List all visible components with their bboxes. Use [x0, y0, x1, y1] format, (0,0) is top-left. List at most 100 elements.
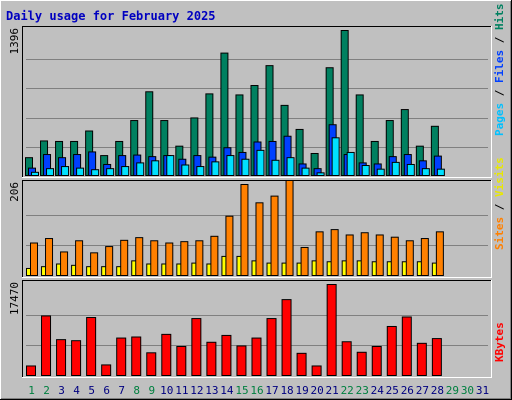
bar-kbytes [221, 334, 232, 376]
bar-kbytes [56, 339, 67, 377]
bar-sites [135, 237, 144, 276]
bar-pages [136, 162, 145, 176]
bar-kbytes [356, 351, 367, 376]
bar-pages [316, 172, 325, 176]
day-label: 12 [190, 384, 203, 397]
bar-kbytes [26, 365, 36, 376]
bar-pages [166, 155, 175, 177]
bar-pages [181, 164, 190, 176]
bar-sites [225, 215, 234, 277]
bar-sites [75, 240, 84, 277]
chart-title: Daily usage for February 2025 [6, 9, 216, 23]
bar-sites [30, 242, 38, 276]
top-panel-max-label: 1396 [8, 28, 21, 55]
day-label: 28 [431, 384, 444, 397]
day-label: 29 [446, 384, 459, 397]
day-label: 23 [356, 384, 369, 397]
day-label: 20 [311, 384, 324, 397]
day-label: 14 [220, 384, 234, 397]
bar-pages [121, 166, 130, 176]
bar-pages [151, 160, 160, 176]
bar-sites [285, 179, 294, 276]
bottom-panel-max-label: 17470 [8, 282, 21, 315]
day-label: 13 [205, 384, 218, 397]
legend-visits: Visits [493, 157, 506, 197]
day-label: 3 [58, 384, 65, 397]
bar-pages [346, 151, 355, 176]
bar-sites [330, 229, 339, 276]
day-label: 4 [73, 384, 80, 397]
bar-sites [165, 242, 174, 276]
bar-kbytes [71, 340, 82, 376]
legend-files: Files [493, 50, 506, 83]
bar-sites [360, 232, 369, 277]
bar-sites [195, 240, 204, 277]
bar-pages [391, 161, 400, 176]
bar-kbytes [131, 336, 142, 377]
legend-sites: Sites [493, 217, 506, 250]
bar-kbytes [431, 338, 442, 376]
bar-pages [271, 159, 280, 176]
bar-sites [255, 202, 264, 277]
x-axis-day-labels: 1 2 3 4 5 6 7 8 9 10 11 12 13 14 15 16 17 18 19 20 21 22 23 24 2… [28, 384, 489, 397]
bar-pages [106, 168, 115, 176]
bar-kbytes [371, 345, 382, 376]
bar-sites [405, 240, 414, 277]
bar-pages [421, 168, 430, 176]
day-label: 18 [280, 384, 293, 397]
day-label: 7 [118, 384, 125, 397]
day-label: 26 [401, 384, 414, 397]
legend-separator: / [493, 30, 506, 50]
bar-kbytes [161, 333, 172, 376]
bar-pages [31, 171, 39, 177]
day-label: 27 [416, 384, 429, 397]
bar-sites [90, 252, 99, 276]
bar-sites [45, 238, 54, 276]
bar-kbytes [191, 318, 202, 376]
bar-kbytes [341, 341, 352, 377]
bar-kbytes [326, 284, 337, 376]
legend-separator: / [493, 197, 506, 217]
day-label: 25 [386, 384, 399, 397]
bar-sites [120, 239, 129, 276]
day-label: 22 [341, 384, 354, 397]
bar-sites [315, 231, 324, 277]
bar-pages [61, 166, 70, 176]
day-label: 5 [88, 384, 95, 397]
bar-sites [150, 240, 159, 277]
bar-pages [76, 167, 85, 177]
day-label: 19 [295, 384, 308, 397]
day-label: 31 [476, 384, 489, 397]
day-label: 24 [371, 384, 385, 397]
bar-pages [91, 169, 100, 177]
bar-kbytes [416, 342, 427, 376]
panel-top: 1396 Pages / Files / Hits [8, 4, 506, 178]
middle-panel-legend: Sites / Visits [493, 157, 506, 250]
bar-sites [345, 234, 354, 276]
bar-pages [406, 163, 415, 176]
bar-pages [331, 137, 340, 176]
day-label: 15 [235, 384, 248, 397]
bar-kbytes [236, 345, 247, 376]
bar-pages [256, 149, 265, 176]
day-label: 9 [148, 384, 155, 397]
panel-middle: 206 Sites / Visits [8, 157, 506, 278]
bar-kbytes [386, 325, 397, 376]
bar-sites [390, 236, 399, 277]
top-panel-legend: Pages / Files / Hits [493, 4, 506, 137]
bar-sites [210, 235, 219, 277]
bar-pages [301, 167, 310, 177]
bar-kbytes [266, 318, 277, 376]
bar-kbytes [176, 345, 187, 376]
legend-hits: Hits [493, 4, 506, 31]
bar-pages [241, 158, 250, 176]
day-label: 30 [461, 384, 474, 397]
bar-pages [211, 161, 220, 177]
bar-kbytes [206, 341, 217, 377]
bar-pages [226, 155, 235, 177]
day-label: 2 [43, 384, 50, 397]
legend-separator: / [493, 83, 506, 103]
day-label: 1 [28, 384, 35, 397]
day-label: 10 [160, 384, 173, 397]
bar-sites [240, 184, 249, 276]
